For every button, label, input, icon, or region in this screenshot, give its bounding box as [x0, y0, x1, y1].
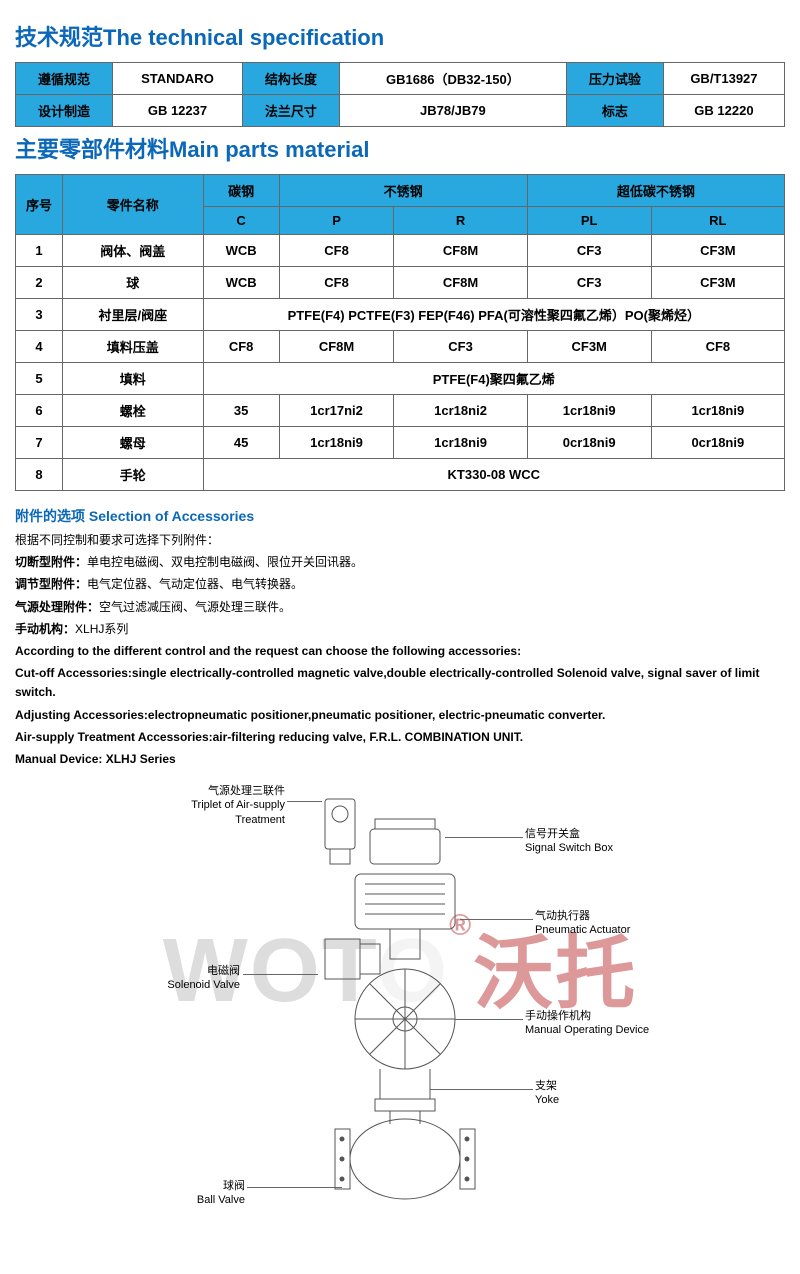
label-manual: 手动操作机构Manual Operating Device [525, 1009, 649, 1038]
cell: CF8M [394, 235, 527, 267]
acc-text: 气源处理附件：空气过滤减压阀、气源处理三联件。 [15, 598, 785, 617]
cell: CF8 [279, 235, 394, 267]
cell: PTFE(F4)聚四氟乙烯 [203, 363, 784, 395]
cell: 1 [16, 235, 63, 267]
cell: CF8M [279, 331, 394, 363]
acc-text: 根据不同控制和要求可选择下列附件： [15, 531, 785, 550]
cell: 35 [203, 395, 279, 427]
label-actuator: 气动执行器Pneumatic Actuator [535, 909, 630, 938]
cell: 手轮 [63, 459, 204, 491]
header-name: 零件名称 [63, 175, 204, 235]
header-stainless: 不锈钢 [279, 175, 527, 207]
cell: 1cr18ni9 [527, 395, 651, 427]
cell: 1cr17ni2 [279, 395, 394, 427]
valve-diagram: WOTO®沃托 [15, 779, 785, 1259]
cell: 8 [16, 459, 63, 491]
cell: JB78/JB79 [339, 95, 566, 127]
acc-text: Cut-off Accessories:single electrically-… [15, 664, 785, 702]
cell: 1cr18ni2 [394, 395, 527, 427]
parts-material-table: 序号 零件名称 碳钢 不锈钢 超低碳不锈钢 C P R PL RL 1阀体、阀盖… [15, 174, 785, 491]
cell: 结构长度 [242, 63, 339, 95]
cell: PTFE(F4) PCTFE(F3) FEP(F46) PFA(可溶性聚四氟乙烯… [203, 299, 784, 331]
cell: CF8 [279, 267, 394, 299]
title-accessories: 附件的选项 Selection of Accessories [15, 506, 785, 526]
label-triplet: 气源处理三联件Triplet of Air-supply Treatment [145, 784, 285, 827]
cell: GB 12237 [113, 95, 243, 127]
acc-text: 调节型附件：电气定位器、气动定位器、电气转换器。 [15, 575, 785, 594]
cell: 0cr18ni9 [651, 427, 784, 459]
cell: 设计制造 [16, 95, 113, 127]
cell: 1cr18ni9 [279, 427, 394, 459]
title-parts-material: 主要零部件材料Main parts material [15, 132, 785, 164]
cell: 衬里层/阀座 [63, 299, 204, 331]
cell: 压力试验 [566, 63, 663, 95]
cell: CF3 [394, 331, 527, 363]
cell: 1cr18ni9 [651, 395, 784, 427]
cell: 球 [63, 267, 204, 299]
header-pl: PL [527, 207, 651, 235]
cell: 1cr18ni9 [394, 427, 527, 459]
acc-text: Air-supply Treatment Accessories:air-fil… [15, 728, 785, 747]
label-solenoid: 电磁阀Solenoid Valve [160, 964, 240, 993]
cell: CF8M [394, 267, 527, 299]
cell: CF3 [527, 267, 651, 299]
cell: CF3 [527, 235, 651, 267]
cell: 2 [16, 267, 63, 299]
cell: 3 [16, 299, 63, 331]
cell: CF3M [651, 235, 784, 267]
label-yoke: 支架Yoke [535, 1079, 559, 1108]
label-ballvalve: 球阀Ball Valve [190, 1179, 245, 1208]
cell: 法兰尺寸 [242, 95, 339, 127]
cell: GB1686（DB32-150） [339, 63, 566, 95]
cell: 5 [16, 363, 63, 395]
acc-text: Adjusting Accessories:electropneumatic p… [15, 706, 785, 725]
tech-spec-table: 遵循规范 STANDARO 结构长度 GB1686（DB32-150） 压力试验… [15, 62, 785, 127]
header-seq: 序号 [16, 175, 63, 235]
cell: WCB [203, 267, 279, 299]
cell: KT330-08 WCC [203, 459, 784, 491]
acc-text: According to the different control and t… [15, 642, 785, 661]
acc-text: 手动机构：XLHJ系列 [15, 620, 785, 639]
title-tech-spec: 技术规范The technical specification [15, 20, 785, 52]
cell: GB/T13927 [663, 63, 784, 95]
cell: CF8 [203, 331, 279, 363]
cell: 螺母 [63, 427, 204, 459]
cell: 6 [16, 395, 63, 427]
cell: CF3M [651, 267, 784, 299]
cell: GB 12220 [663, 95, 784, 127]
acc-text: Manual Device: XLHJ Series [15, 750, 785, 769]
cell: 0cr18ni9 [527, 427, 651, 459]
cell: STANDARO [113, 63, 243, 95]
header-r: R [394, 207, 527, 235]
acc-text: 切断型附件：单电控电磁阀、双电控制电磁阀、限位开关回讯器。 [15, 553, 785, 572]
cell: 4 [16, 331, 63, 363]
cell: 遵循规范 [16, 63, 113, 95]
header-c: C [203, 207, 279, 235]
header-rl: RL [651, 207, 784, 235]
cell: 螺栓 [63, 395, 204, 427]
cell: 7 [16, 427, 63, 459]
header-ultra: 超低碳不锈钢 [527, 175, 784, 207]
header-p: P [279, 207, 394, 235]
cell: CF3M [527, 331, 651, 363]
header-carbon: 碳钢 [203, 175, 279, 207]
cell: 阀体、阀盖 [63, 235, 204, 267]
cell: 填料 [63, 363, 204, 395]
cell: CF8 [651, 331, 784, 363]
cell: 45 [203, 427, 279, 459]
cell: WCB [203, 235, 279, 267]
label-signalbox: 信号开关盒Signal Switch Box [525, 827, 613, 856]
cell: 标志 [566, 95, 663, 127]
cell: 填料压盖 [63, 331, 204, 363]
